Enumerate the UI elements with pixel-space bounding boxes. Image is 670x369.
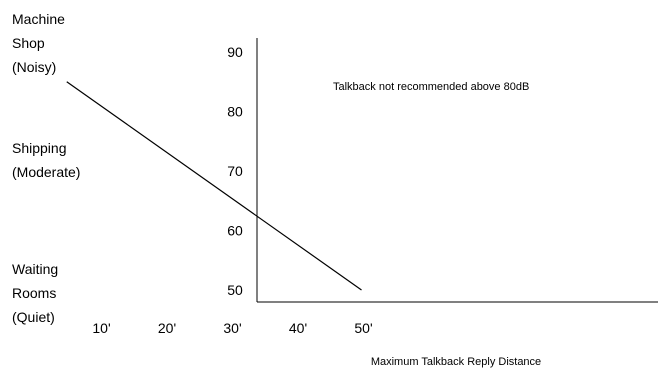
y-tick-labels: 90 80 70 60 50 xyxy=(227,44,243,298)
env-label-line: Machine xyxy=(12,11,65,27)
series-group xyxy=(66,81,362,291)
env-label-line: (Moderate) xyxy=(12,164,80,180)
axes xyxy=(256,38,658,303)
env-label-line: (Quiet) xyxy=(12,309,55,325)
env-label-line: Shipping xyxy=(12,140,67,156)
env-label-shipping: Shipping (Moderate) xyxy=(12,140,80,180)
x-tick-label: 50' xyxy=(354,320,372,336)
env-label-machine-shop: Machine Shop (Noisy) xyxy=(12,11,65,75)
env-label-line: Rooms xyxy=(12,285,56,301)
env-label-line: Shop xyxy=(12,35,45,51)
series-line xyxy=(66,81,362,291)
environment-labels: Machine Shop (Noisy) Shipping (Moderate) Wait… xyxy=(12,11,80,325)
y-tick-label: 90 xyxy=(227,44,243,60)
x-tick-labels: 10' 20' 30' 40' 50' xyxy=(92,320,372,336)
x-tick-label: 10' xyxy=(92,320,110,336)
y-tick-label: 60 xyxy=(227,223,243,239)
x-tick-label: 30' xyxy=(223,320,241,336)
y-tick-label: 80 xyxy=(227,104,243,120)
x-axis-label: Maximum Talkback Reply Distance xyxy=(371,356,541,368)
y-tick-label: 50 xyxy=(227,282,243,298)
env-label-waiting-rooms: Waiting Rooms (Quiet) xyxy=(12,261,58,325)
annotation-text: Talkback not recommended above 80dB xyxy=(333,81,529,93)
env-label-line: Waiting xyxy=(12,261,58,277)
x-tick-label: 40' xyxy=(289,320,307,336)
x-tick-label: 20' xyxy=(158,320,176,336)
y-tick-label: 70 xyxy=(227,163,243,179)
env-label-line: (Noisy) xyxy=(12,59,56,75)
